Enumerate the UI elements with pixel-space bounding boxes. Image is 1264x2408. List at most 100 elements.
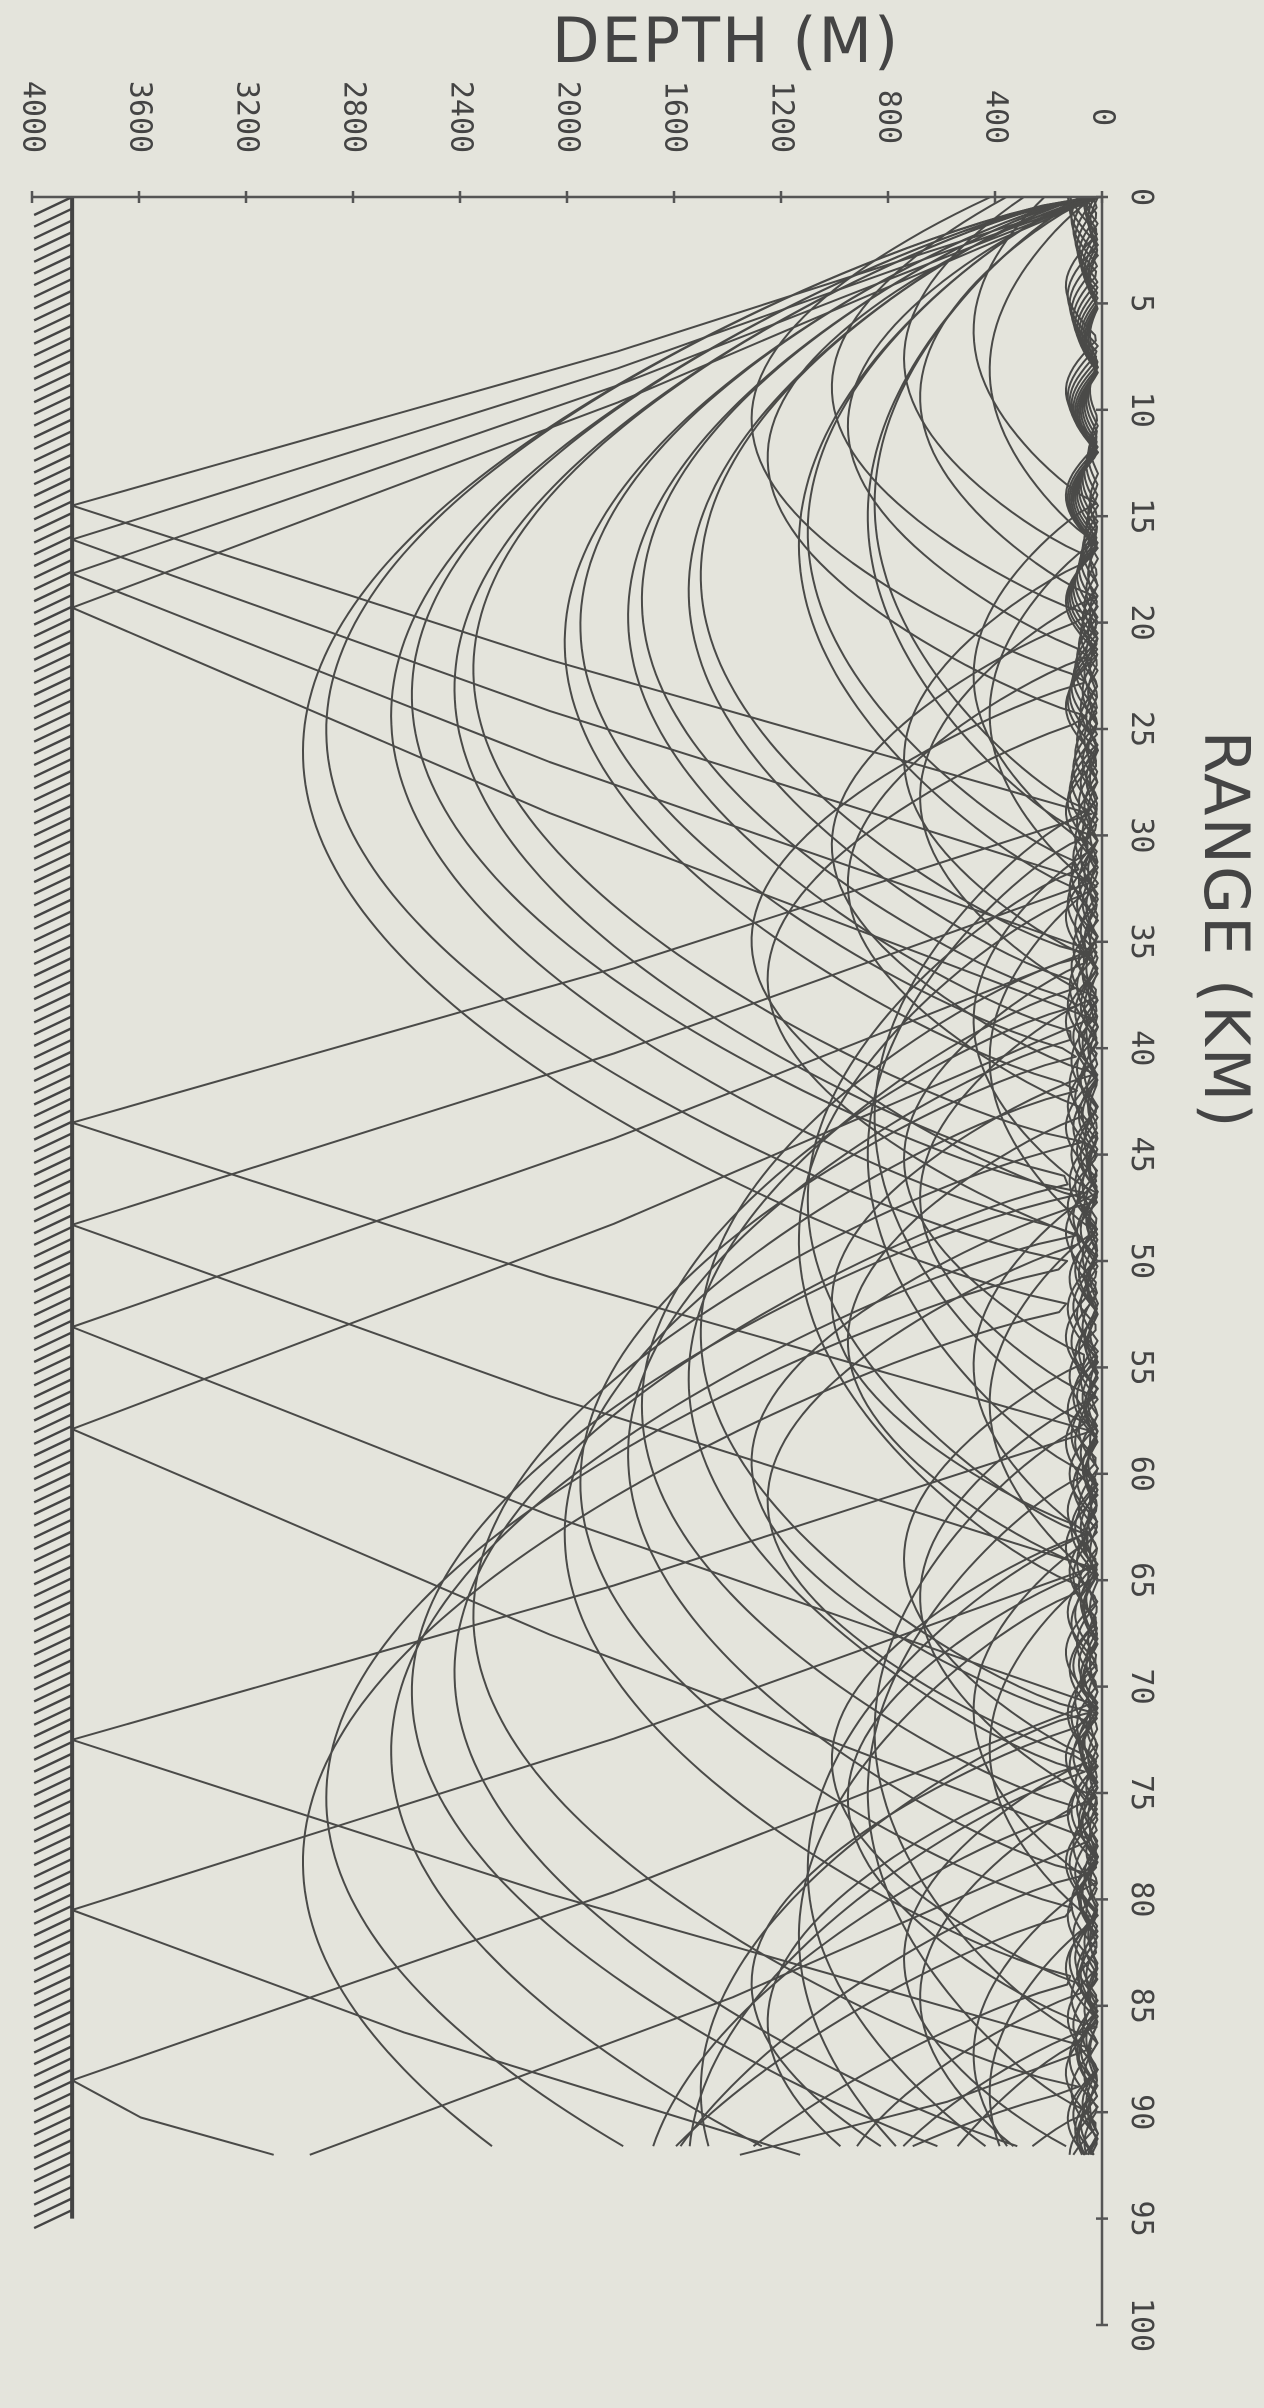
bottom-hatch [33,769,73,790]
bottom-hatch [33,944,73,966]
depth-tick-label: 0 [1086,108,1121,126]
range-tick-label: 100 [1124,2298,1159,2352]
ray-path [453,196,1092,2148]
bottom-hatch [33,2021,73,2042]
ray-path [579,196,1092,2147]
range-tick-label: 40 [1124,1030,1159,1066]
ray-path [302,196,1092,2147]
bottom-hatch [33,2127,73,2148]
bottom-hatch [33,1483,73,1504]
tick-group: 0 5 10 15 20 25 30 35 40 45 50 55 60 65 70 75 80 85 90 95 10… [16,81,1160,2352]
range-tick-label: 15 [1124,498,1159,534]
bottom-hatch [33,1951,73,1972]
bottom-hatch [33,827,73,849]
ray-path [390,196,1092,2148]
bottom-hatch [33,687,73,708]
bottom-hatch [33,1436,73,1457]
bottom-hatch [33,1389,73,1410]
bottom-hatch [33,710,73,732]
bottom-hatch [33,1682,73,1703]
range-tick-label: 55 [1124,1349,1159,1385]
bottom-hatch [33,956,73,977]
bottom-hatch [33,336,73,357]
bottom-hatch [33,1378,73,1399]
range-tick-label: 60 [1124,1456,1159,1492]
bottom-hatch [33,757,73,778]
ray-path [903,196,1085,2148]
bottom-hatch [33,1190,73,1211]
ray-path [866,196,1092,2147]
bottom-hatch [33,652,73,673]
ray-path [873,196,1092,2147]
bottom-hatch [33,863,73,884]
bottom-hatch [33,1963,73,1984]
depth-tick-label: 2000 [551,81,586,153]
depth-tick-label: 1600 [658,81,693,153]
sea-bottom [33,195,75,2230]
bottom-hatch [33,781,73,802]
bottom-hatch [33,2045,73,2066]
bottom-hatch [33,1062,73,1083]
bottom-hatch [33,1588,73,1609]
bottom-hatch [33,1202,73,1223]
bottom-hatch [33,1260,73,1282]
bottom-hatch [33,2010,73,2031]
bottom-hatch [33,1038,73,1059]
bottom-hatch [33,2185,73,2206]
range-tick-label: 90 [1124,2094,1159,2130]
bottom-hatch [33,511,73,533]
ray-path [71,196,1100,2156]
bottom-hatch [33,465,73,486]
bottom-hatch [33,1670,73,1691]
depth-tick-label: 2400 [444,81,479,153]
bottom-hatch [33,1530,73,1551]
bottom-hatch [33,1050,73,1071]
bottom-hatch [33,980,73,1001]
range-tick-label: 5 [1124,294,1159,312]
bottom-hatch [33,734,73,755]
bottom-hatch [33,1775,73,1797]
bottom-hatch [33,2197,73,2218]
bottom-hatch [33,1085,73,1106]
bottom-hatch [33,1120,73,1141]
bottom-hatch [33,1342,73,1364]
bottom-hatch [33,2080,73,2101]
bottom-hatch [33,1729,73,1750]
bottom-hatch [33,640,73,661]
bottom-hatch [33,1015,73,1036]
bottom-hatch [33,1764,73,1785]
bottom-hatch [33,301,73,322]
bottom-hatch [33,628,73,650]
bottom-hatch [33,1179,73,1200]
bottom-hatch [33,1307,73,1328]
depth-tick-label: 2800 [337,81,372,153]
range-tick-label: 10 [1124,392,1159,428]
depth-tick-label: 3600 [123,81,158,153]
bottom-hatch [33,1366,73,1387]
bottom-hatch [33,1635,73,1656]
range-tick-label: 50 [1124,1243,1159,1279]
bottom-hatch [33,1811,73,1832]
ray-path [750,196,1098,2148]
bottom-hatch [33,1998,73,2019]
bottom-hatch [33,1143,73,1165]
ray-path [1070,196,1099,2156]
bottom-hatch [33,2173,73,2195]
depth-tick-label: 3200 [230,81,265,153]
ray-path [1064,196,1099,2156]
bottom-hatch [33,1518,73,1539]
bottom-hatch [33,2033,73,2054]
bottom-hatch [33,1284,73,1305]
ray-path [1077,196,1099,2156]
bottom-hatch [33,699,73,720]
bottom-hatch [33,1026,73,1048]
range-tick-label: 75 [1124,1775,1159,1811]
range-tick-label: 30 [1124,817,1159,853]
bottom-hatch [33,1401,73,1422]
bottom-hatch [33,1225,73,1247]
bottom-hatch [33,1506,73,1527]
bottom-hatch [33,582,73,603]
bottom-hatch [33,441,73,462]
bottom-hatch [33,1939,73,1960]
range-tick-label: 85 [1124,1988,1159,2024]
